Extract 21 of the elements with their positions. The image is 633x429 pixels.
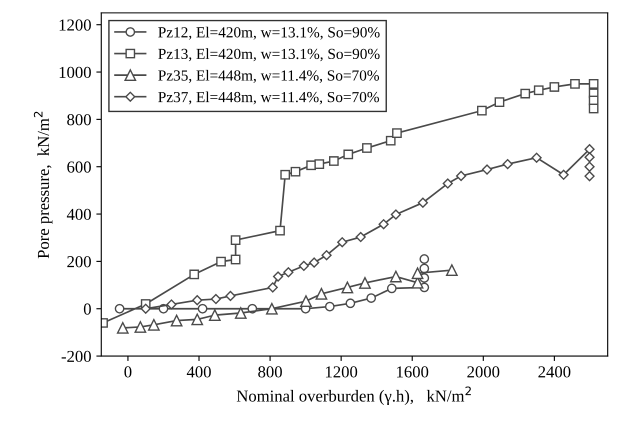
- y-tick-label: 600: [67, 161, 91, 173]
- x-tick-label: 1600: [397, 366, 428, 378]
- y-tick-label: 1000: [60, 66, 91, 78]
- x-tick-label: 2000: [467, 366, 500, 378]
- x-tick-label: 2400: [538, 366, 570, 378]
- legend-label: Pz12, El=420m, w=13.1%, So=90%: [158, 26, 380, 40]
- y-tick-label: 400: [66, 208, 91, 220]
- y-tick-label: -200: [62, 350, 91, 362]
- x-axis-title: Nominal overburden (γ.h), kN/m$^{2}$: [236, 386, 471, 406]
- x-tick-label: 800: [258, 366, 282, 378]
- legend-label: Pz13, El=420m, w=13.1%, So=90%: [158, 48, 380, 62]
- y-axis-title: Pore pressure, kN/m$^{2}$: [34, 112, 52, 258]
- y-tick-label: 200: [67, 256, 91, 268]
- y-tick-label: 0: [84, 303, 91, 315]
- y-tick-label: 800: [67, 114, 91, 126]
- legend-label: Pz35, El=448m, w=11.4%, So=70%: [158, 70, 380, 83]
- x-tick-label: 1200: [326, 366, 358, 378]
- y-tick-label: 1200: [60, 19, 91, 31]
- x-tick-label: 400: [186, 366, 211, 378]
- legend-label: Pz37, El=448m, w=11.4%, So=70%: [158, 91, 380, 104]
- x-tick-label: 0: [124, 366, 132, 378]
